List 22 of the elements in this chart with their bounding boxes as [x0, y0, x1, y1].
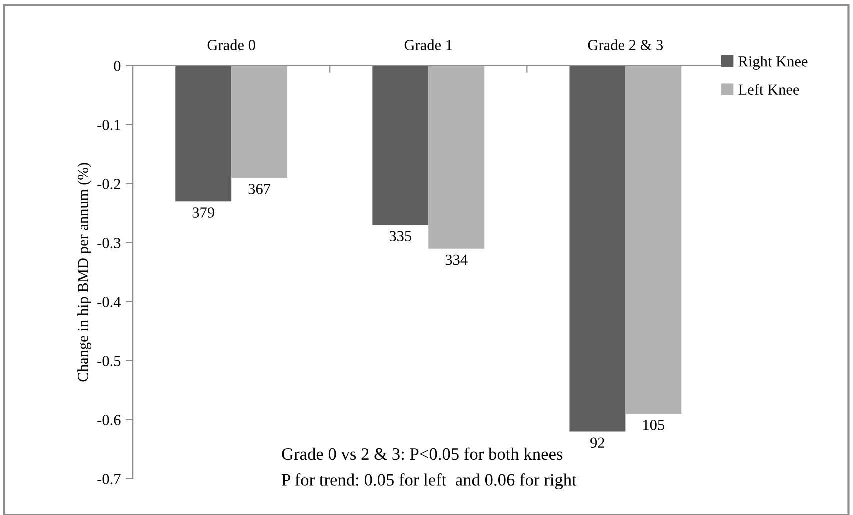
- annotation: Grade 0 vs 2 & 3: P<0.05 for both knees: [282, 448, 563, 460]
- y-tick-label: -0.7: [98, 474, 121, 484]
- annotation: P for trend: 0.05 for left and 0.06 for right: [282, 474, 577, 490]
- annotation: 105: [644, 420, 665, 430]
- annotation: 335: [390, 231, 412, 242]
- y-tick-label: -0.2: [98, 179, 120, 190]
- annotation: 334: [446, 254, 468, 266]
- y-axis-title: Change in hip BMD per annum (%): [78, 163, 92, 382]
- x-tick-label: Grade 2 & 3: [588, 40, 664, 50]
- legend-label: Left Knee: [738, 84, 800, 96]
- y-tick-label: -0.3: [98, 238, 121, 248]
- x-tick-label: Grade 0: [208, 40, 256, 50]
- annotation: 379: [192, 208, 214, 218]
- x-tick-label: Grade 1: [404, 40, 452, 50]
- y-tick-label: -0.6: [98, 415, 121, 426]
- y-tick-label: -0.1: [98, 120, 120, 130]
- annotation: 367: [248, 184, 271, 194]
- legend-label: Right Knee: [738, 56, 808, 70]
- y-tick-label: -0.4: [98, 297, 122, 308]
- y-tick-label: 0: [114, 61, 121, 72]
- y-tick-label: -0.5: [98, 356, 121, 366]
- annotation: 92: [590, 438, 604, 448]
